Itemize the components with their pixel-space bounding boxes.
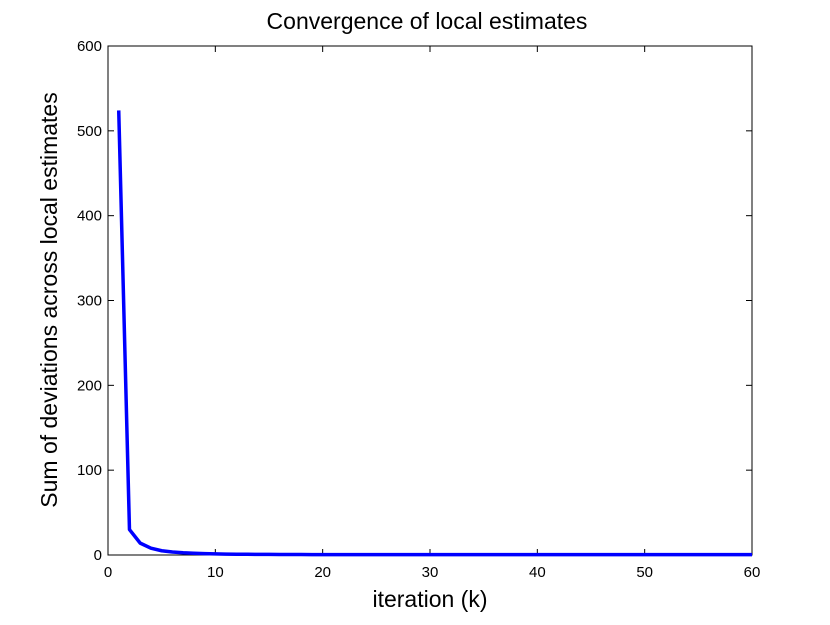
x-axis-label: iteration (k)	[372, 586, 487, 612]
x-tick-label-60: 60	[744, 564, 761, 581]
plot-area	[107, 45, 753, 556]
x-tick-label-0: 0	[104, 564, 112, 581]
x-tick-label-10: 10	[207, 564, 224, 581]
y-tick-label-300: 300	[77, 293, 102, 310]
y-tick-label-100: 100	[77, 462, 102, 479]
y-tick-label-600: 600	[77, 38, 102, 55]
y-tick-label-400: 400	[77, 208, 102, 225]
chart-title: Convergence of local estimates	[267, 8, 588, 34]
series-layer	[116, 110, 752, 557]
x-tick-label-50: 50	[636, 564, 653, 581]
y-tick-label-200: 200	[77, 377, 102, 394]
x-tick-label-30: 30	[422, 564, 439, 581]
y-tick-label-0: 0	[94, 547, 102, 564]
x-tick-label-40: 40	[529, 564, 546, 581]
series-line-0	[116, 110, 752, 557]
y-tick-label-500: 500	[77, 123, 102, 140]
y-axis-label: Sum of deviations across local estimates	[36, 92, 62, 507]
x-tick-label-20: 20	[314, 564, 331, 581]
